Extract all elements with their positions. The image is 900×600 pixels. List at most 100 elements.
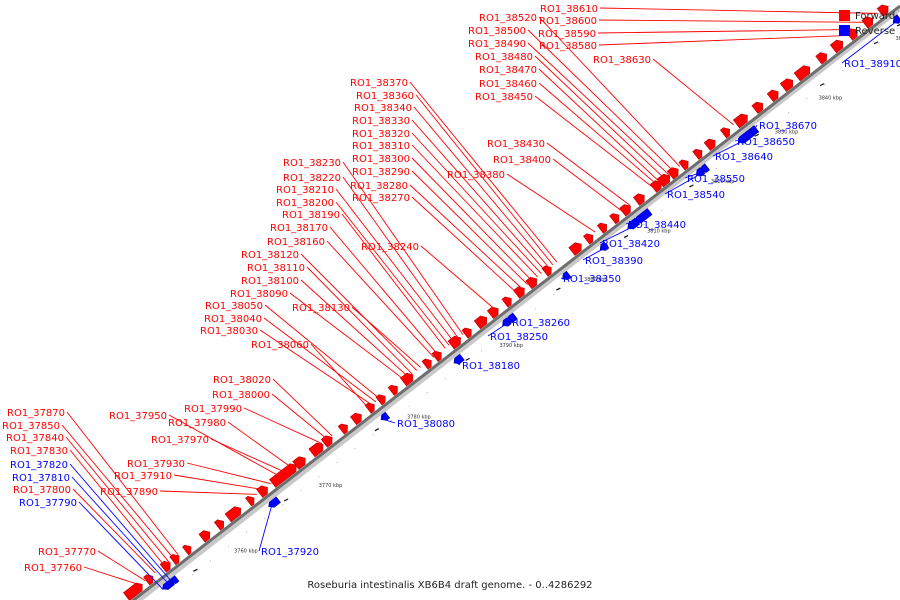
forward-gene-arrow: [876, 4, 889, 17]
gene-label: RO1_38380: [447, 170, 505, 181]
legend-reverse-swatch: [839, 25, 850, 36]
leader-line: [71, 476, 170, 586]
leader-line: [456, 362, 461, 366]
forward-gene-arrow: [308, 442, 324, 458]
gene-label: RO1_38430: [487, 139, 545, 150]
leader-line: [411, 157, 533, 282]
forward-gene-arrow: [766, 89, 779, 103]
forward-gene-arrow: [245, 495, 255, 507]
gene-label: RO1_37810: [12, 473, 70, 484]
gene-label: RO1_37970: [151, 435, 209, 446]
tick-label: 3810 kbp: [647, 228, 671, 234]
tick-label: 3760 kbp: [234, 548, 258, 554]
leader-line: [310, 343, 369, 409]
leader-line: [409, 184, 523, 290]
forward-gene-arrow: [337, 423, 348, 435]
leader-line: [560, 277, 565, 280]
gene-label: RO1_38370: [350, 78, 408, 89]
forward-gene-arrow: [421, 358, 432, 370]
forward-gene-arrow: [719, 127, 730, 139]
gene-label: RO1_38390: [585, 256, 643, 267]
forward-gene-arrow: [751, 101, 764, 114]
gene-label: RO1_38450: [475, 92, 533, 103]
leader-line: [546, 142, 631, 206]
forward-gene-arrow: [815, 52, 827, 65]
minor-tick: [264, 518, 266, 520]
minor-tick: [209, 560, 211, 562]
forward-gene-arrow: [525, 276, 537, 290]
leader-line: [83, 566, 141, 586]
minor-tick: [607, 252, 609, 254]
tick-label: 3840 kbp: [819, 95, 843, 101]
legend-forward-label: Forward: [855, 11, 895, 22]
gene-label: RO1_38650: [737, 137, 795, 148]
gene-label: RO1_38470: [479, 65, 537, 76]
leader-line: [227, 421, 292, 468]
legend-reverse-label: Reverse: [855, 26, 895, 37]
leader-line: [272, 378, 333, 437]
forward-gene-arrow: [656, 173, 671, 188]
leader-line: [527, 42, 670, 176]
leader-line: [598, 19, 866, 23]
leader-line: [69, 449, 165, 567]
gene-label: RO1_38200: [276, 198, 334, 209]
forward-gene-arrow: [678, 159, 689, 171]
minor-tick: [625, 238, 627, 240]
forward-gene-arrow: [473, 315, 487, 330]
leader-line: [538, 82, 658, 185]
leader-line: [258, 505, 273, 552]
leader-line: [69, 463, 173, 583]
minor-tick: [733, 154, 735, 156]
gene-label: RO1_38520: [479, 13, 537, 24]
forward-gene-arrow: [182, 544, 192, 556]
minor-tick: [173, 588, 175, 590]
leader-line: [506, 173, 596, 233]
gene-label: RO1_38090: [230, 289, 288, 300]
minor-tick: [788, 112, 790, 114]
leader-line: [259, 329, 373, 406]
tick-mark: [556, 287, 561, 291]
leader-line: [409, 81, 558, 263]
gene-label: RO1_38540: [667, 190, 725, 201]
forward-gene-arrow: [568, 242, 582, 256]
leader-line: [597, 29, 857, 34]
tick-mark: [193, 568, 198, 572]
leader-line: [65, 436, 170, 563]
gene-label: RO1_38280: [350, 181, 408, 192]
gene-label: RO1_38130: [292, 303, 350, 314]
gene-label: RO1_38590: [538, 29, 596, 40]
leader-line: [335, 188, 455, 343]
forward-gene-arrow: [269, 463, 297, 488]
gene-label: RO1_38110: [247, 263, 305, 274]
forward-gene-arrow: [619, 204, 631, 217]
gene-label: RO1_37920: [261, 547, 319, 558]
gene-label: RO1_38120: [241, 250, 299, 261]
leader-line: [66, 411, 179, 556]
minor-tick: [806, 98, 808, 100]
gene-label: RO1_38260: [512, 318, 570, 329]
gene-label: RO1_38230: [283, 158, 341, 169]
gene-label: RO1_38050: [205, 301, 263, 312]
gene-label: RO1_38670: [759, 121, 817, 132]
tick-label: 3770 kbp: [319, 483, 343, 489]
minor-tick: [589, 266, 591, 268]
forward-gene-arrow: [649, 180, 662, 193]
leader-line: [534, 55, 665, 179]
minor-tick: [715, 168, 717, 170]
leader-line: [599, 7, 878, 14]
minor-tick: [318, 476, 320, 478]
forward-gene-arrow: [486, 306, 499, 319]
gene-label: RO1_38340: [354, 103, 412, 114]
gene-label: RO1_38190: [282, 210, 340, 221]
leader-line: [173, 474, 264, 491]
leader-line: [538, 68, 661, 183]
leader-line: [243, 407, 323, 445]
forward-gene-arrow: [387, 384, 398, 396]
gene-label: RO1_37850: [2, 421, 60, 432]
tick-mark: [623, 235, 629, 239]
tick-label: 3800 kbp: [584, 277, 608, 283]
leader-line: [329, 226, 438, 355]
minor-tick: [336, 462, 338, 464]
